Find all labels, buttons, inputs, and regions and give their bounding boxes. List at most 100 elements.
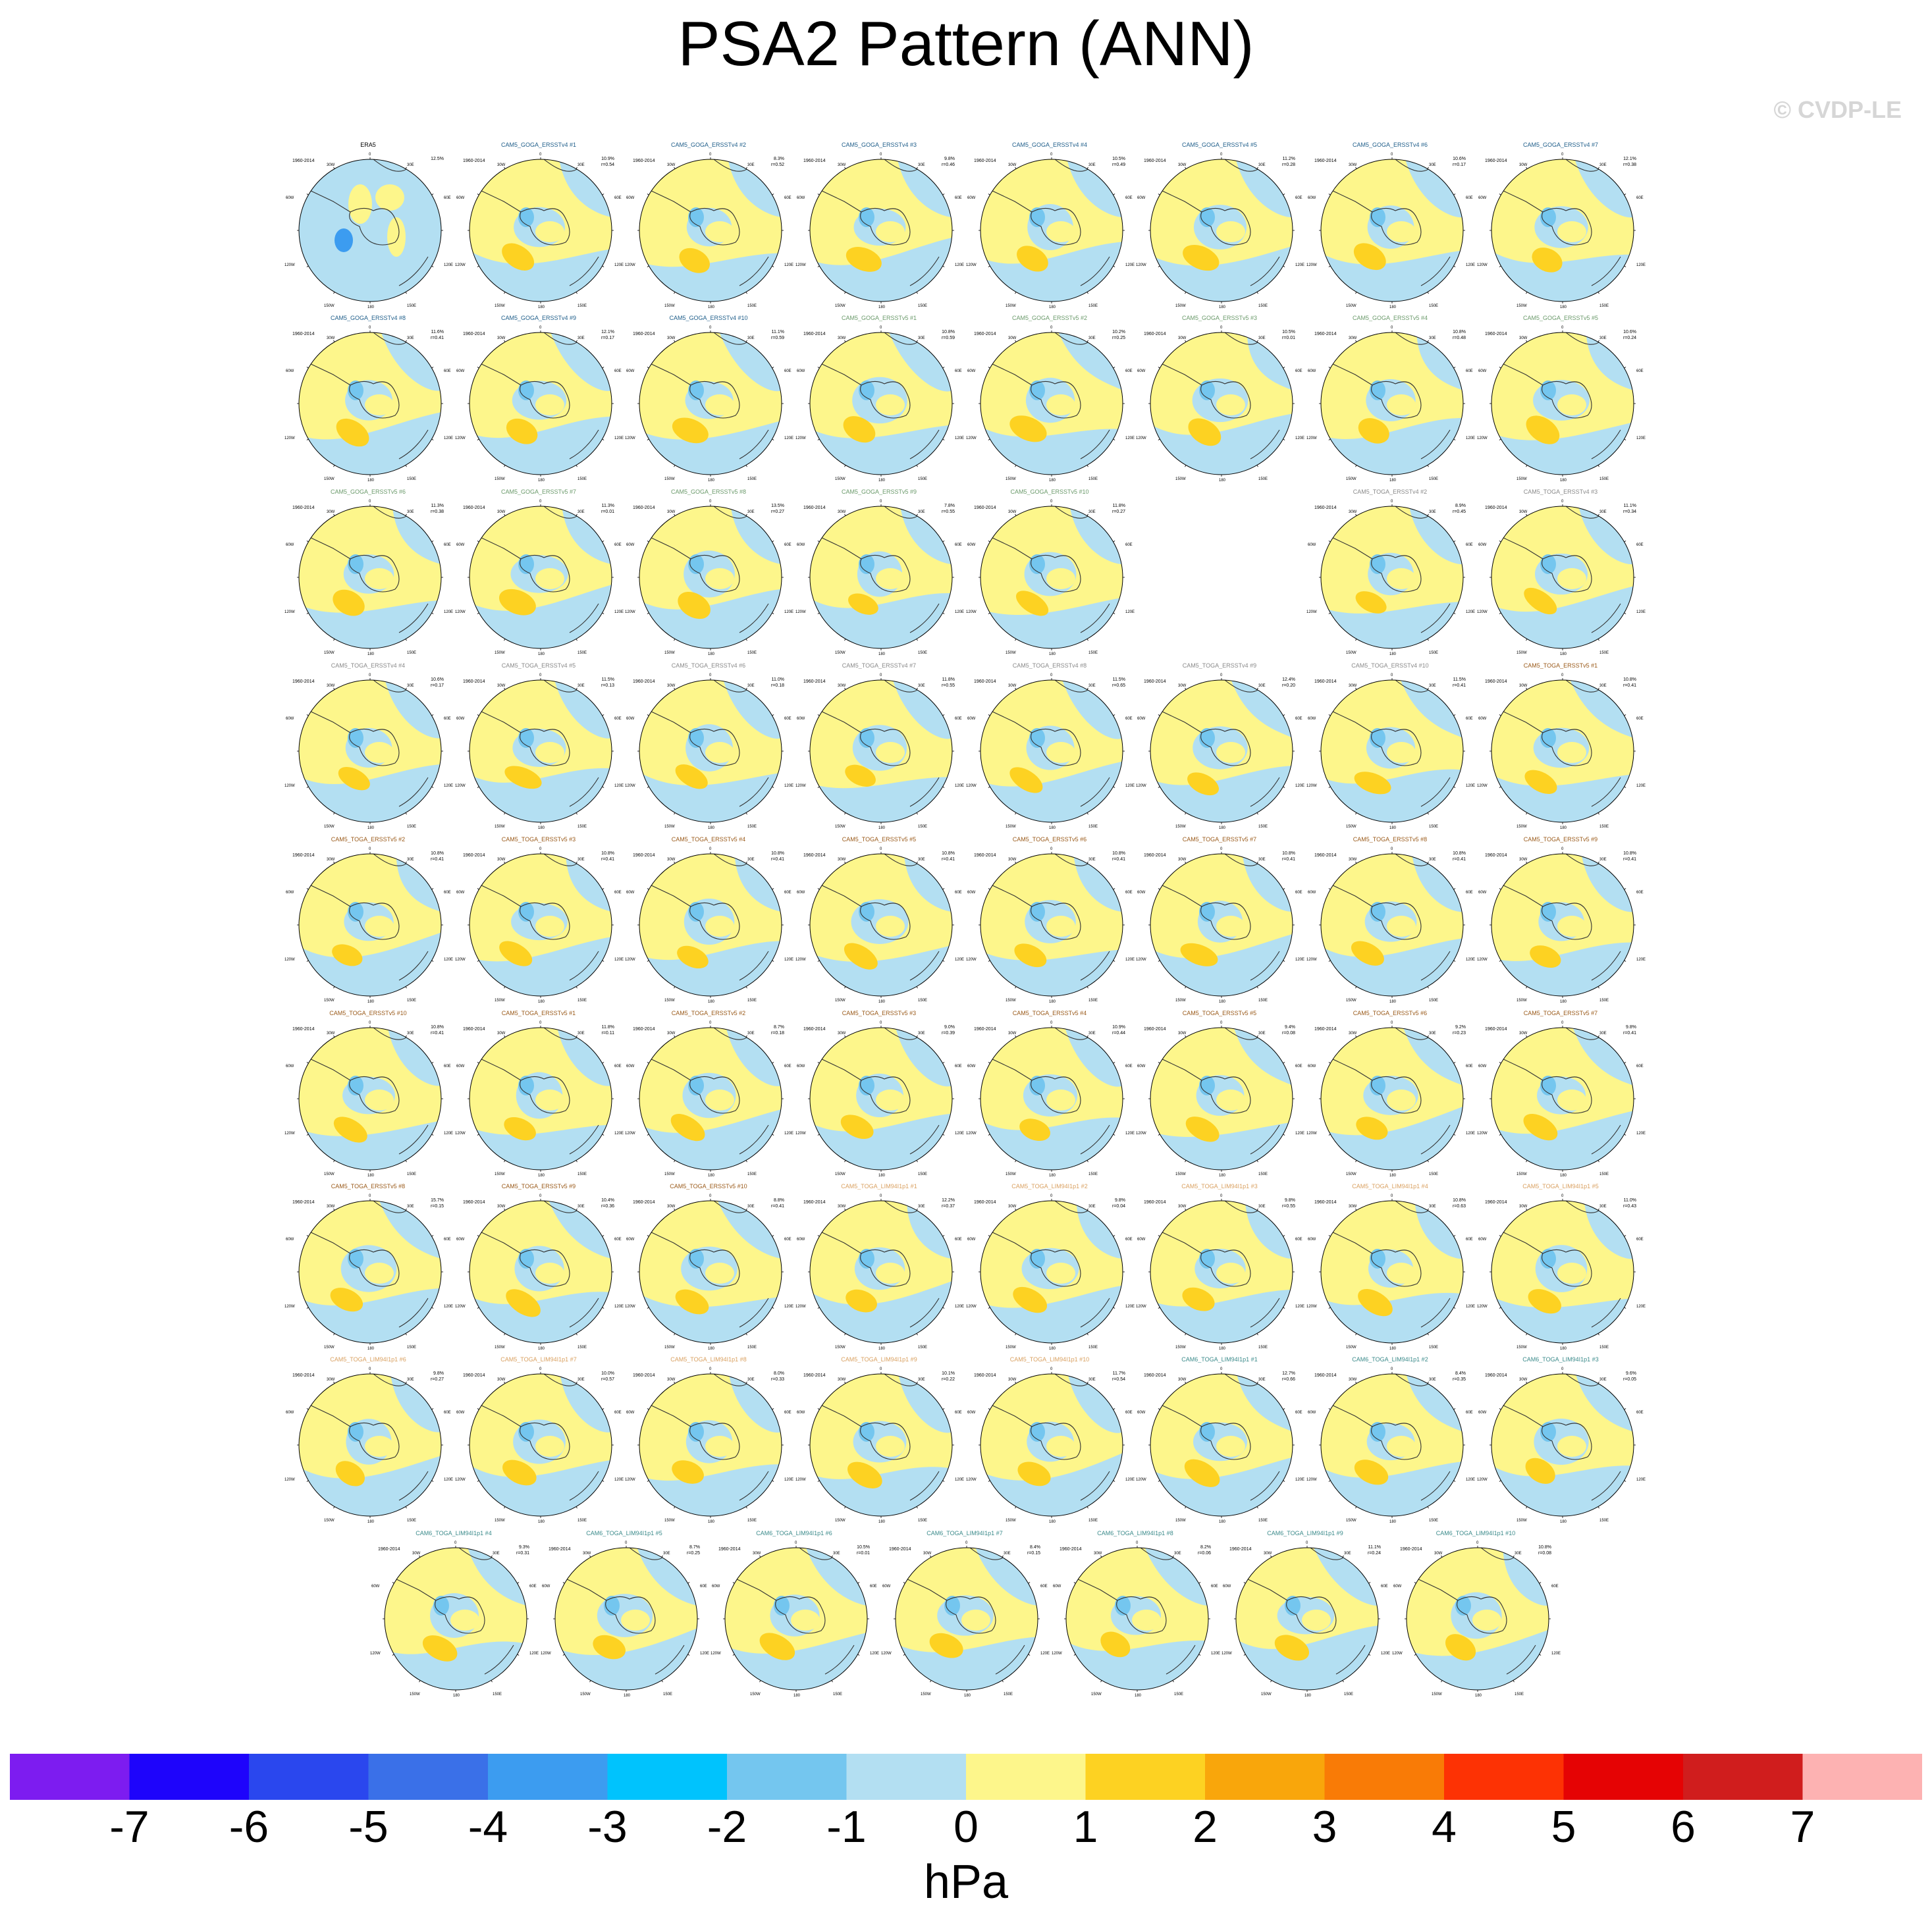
panel-years: 1960-2014 <box>463 332 485 336</box>
longitude-tick <box>477 1235 479 1237</box>
longitude-label: 60W <box>1478 1065 1487 1068</box>
panel-title: CAM6_TOGA_LIM94I1p1 #8 <box>1097 1530 1173 1537</box>
positive-anomaly-core <box>502 243 535 271</box>
longitude-tick <box>745 1506 747 1509</box>
longitude-label: 60E <box>1466 717 1473 721</box>
panel-years: 1960-2014 <box>889 1547 911 1552</box>
longitude-tick <box>661 1555 663 1558</box>
longitude-label: 60E <box>1466 543 1473 547</box>
negative-anomaly-core <box>348 1076 363 1095</box>
panel-years: 1960-2014 <box>463 506 485 510</box>
longitude-label: 150E <box>663 1693 673 1696</box>
colorbar-bin <box>1085 1754 1206 1800</box>
panel-correlation: r=0.31 <box>516 1551 529 1556</box>
longitude-label: 180 <box>1560 652 1567 656</box>
south-america-coastline <box>308 710 351 733</box>
longitude-tick <box>942 540 945 542</box>
longitude-label: 180 <box>538 1000 545 1004</box>
longitude-tick <box>419 1555 421 1558</box>
longitude-label: 150W <box>495 825 505 829</box>
panel-variance: 9.0% <box>944 1025 955 1030</box>
antarctica-coastline <box>1200 728 1251 766</box>
negative-anomaly-core <box>604 1596 620 1616</box>
positive-anomaly-region <box>348 184 372 224</box>
south-america-coastline <box>393 1577 437 1601</box>
longitude-label: 120W <box>966 784 977 788</box>
negative-anomaly-core <box>1029 1076 1045 1095</box>
longitude-tick <box>477 540 479 542</box>
map-panel: CAM5_TOGA_ERSSTv5 #10 1960-2014 10.8% r=0.4… <box>284 1010 453 1178</box>
longitude-tick <box>477 438 479 440</box>
longitude-label: 150E <box>1088 825 1098 829</box>
longitude-tick <box>602 265 604 267</box>
longitude-tick <box>1328 714 1331 716</box>
longitude-tick <box>1624 714 1626 716</box>
longitude-tick <box>1526 986 1528 989</box>
longitude-label: 150W <box>835 1519 845 1523</box>
south-america-coastline <box>1500 1404 1543 1427</box>
positive-anomaly-core <box>1523 1114 1558 1141</box>
longitude-tick <box>602 367 604 369</box>
longitude-label: 120W <box>1477 1305 1488 1309</box>
panel-years: 1960-2014 <box>1485 1373 1507 1378</box>
longitude-tick <box>1427 167 1429 169</box>
longitude-label: 30W <box>1178 1378 1187 1382</box>
longitude-tick <box>844 292 846 294</box>
longitude-label: 60W <box>1308 1238 1316 1242</box>
longitude-label: 0 <box>539 1367 542 1371</box>
longitude-label: 60E <box>784 1238 792 1242</box>
longitude-label: 0 <box>1050 153 1053 157</box>
longitude-tick <box>1441 1680 1443 1683</box>
longitude-tick <box>1283 194 1285 196</box>
longitude-tick <box>903 1582 905 1584</box>
antarctica-coastline <box>1031 381 1081 419</box>
longitude-label: 120E <box>444 610 454 614</box>
longitude-label: 150W <box>1091 1693 1102 1696</box>
longitude-label: 30E <box>747 336 755 340</box>
longitude-tick <box>1597 340 1599 342</box>
longitude-label: 60W <box>1478 1238 1487 1242</box>
longitude-tick <box>942 1235 945 1237</box>
longitude-tick <box>772 960 774 962</box>
longitude-tick <box>1526 861 1528 864</box>
longitude-label: 150W <box>495 651 505 655</box>
australia-coastline <box>1080 777 1110 807</box>
longitude-tick <box>504 1160 506 1163</box>
longitude-tick <box>405 1160 407 1163</box>
longitude-label: 60E <box>1125 1065 1133 1068</box>
australia-coastline <box>1250 1124 1280 1155</box>
colorbar-tick-label: 4 <box>1432 1802 1457 1852</box>
longitude-label: 30E <box>1429 1032 1436 1036</box>
longitude-label: 120W <box>795 1478 806 1482</box>
polar-map <box>1148 1372 1295 1518</box>
negative-anomaly-core <box>348 1422 363 1442</box>
negative-anomaly-region <box>1491 1465 1634 1516</box>
longitude-tick <box>1113 540 1115 542</box>
australia-coastline <box>1166 1644 1196 1675</box>
longitude-label: 30E <box>918 684 925 688</box>
longitude-label: 0 <box>1050 1194 1053 1198</box>
antarctica-coastline <box>1371 728 1422 766</box>
negative-anomaly-core <box>1199 207 1215 227</box>
panel-variance: 11.8% <box>601 1025 614 1030</box>
longitude-label: 60W <box>286 369 294 373</box>
longitude-tick <box>674 1506 676 1509</box>
longitude-label: 30W <box>1008 684 1017 688</box>
longitude-tick <box>1624 265 1626 267</box>
panel-years: 1960-2014 <box>1144 332 1166 336</box>
longitude-tick <box>1499 265 1501 267</box>
longitude-tick <box>477 1480 479 1482</box>
longitude-tick <box>1270 1680 1272 1683</box>
negative-anomaly-region <box>810 1467 952 1516</box>
panel-years: 1960-2014 <box>292 853 315 858</box>
positive-anomaly-core <box>1009 767 1043 793</box>
negative-anomaly-core <box>348 728 363 748</box>
longitude-tick <box>431 194 434 196</box>
longitude-tick <box>1453 540 1456 542</box>
australia-coastline <box>1420 1471 1451 1501</box>
longitude-tick <box>745 292 747 294</box>
longitude-tick <box>602 714 604 716</box>
longitude-label: 60E <box>614 1411 622 1415</box>
longitude-tick <box>1113 1480 1115 1482</box>
longitude-label: 0 <box>1391 326 1393 330</box>
